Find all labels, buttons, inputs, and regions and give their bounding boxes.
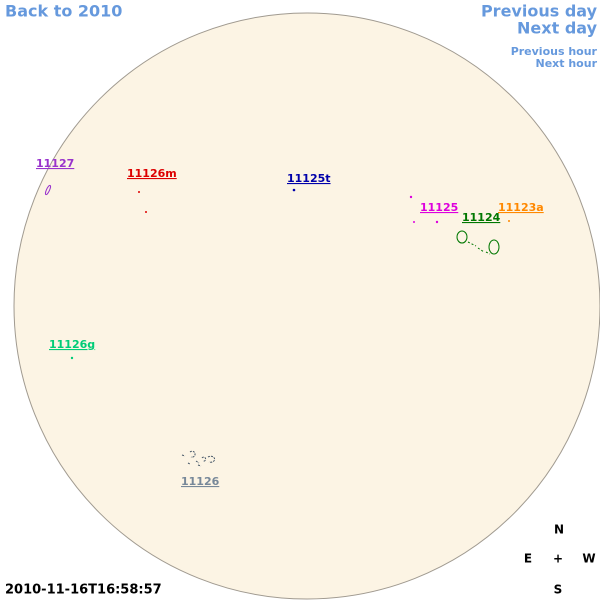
region-label[interactable]: 11126m bbox=[127, 167, 177, 180]
compass-east: E bbox=[524, 552, 532, 566]
spot bbox=[435, 220, 439, 224]
region-label[interactable]: 11124 bbox=[462, 211, 501, 224]
spot bbox=[138, 191, 140, 193]
spot bbox=[292, 188, 296, 192]
compass-west: W bbox=[582, 552, 595, 566]
spot bbox=[44, 184, 52, 196]
spot bbox=[508, 220, 510, 222]
spot bbox=[145, 211, 147, 213]
compass-center: + bbox=[553, 552, 563, 566]
region-label[interactable]: 11125t bbox=[287, 172, 331, 185]
previous-hour-link[interactable]: Previous hour bbox=[511, 45, 598, 58]
next-day-link[interactable]: Next day bbox=[517, 19, 598, 38]
next-hour-link[interactable]: Next hour bbox=[536, 57, 598, 70]
compass-south: S bbox=[554, 583, 563, 597]
region-label[interactable]: 11126g bbox=[49, 338, 95, 351]
spot bbox=[70, 356, 74, 360]
timestamp: 2010-11-16T16:58:57 bbox=[5, 583, 162, 598]
spot bbox=[181, 450, 216, 467]
solar-disk bbox=[13, 12, 600, 600]
spot bbox=[488, 239, 500, 255]
region-label[interactable]: 11125 bbox=[420, 201, 458, 214]
region-label[interactable]: 11127 bbox=[36, 157, 74, 170]
compass-north: N bbox=[554, 523, 564, 537]
back-link[interactable]: Back to 2010 bbox=[5, 2, 122, 21]
spots bbox=[44, 184, 510, 467]
spot bbox=[409, 195, 413, 199]
spot bbox=[467, 241, 491, 255]
region-label[interactable]: 11126 bbox=[181, 475, 220, 488]
region-label[interactable]: 11123a bbox=[498, 201, 544, 214]
spot bbox=[413, 221, 415, 223]
previous-day-link[interactable]: Previous day bbox=[481, 2, 598, 21]
spot bbox=[456, 230, 468, 244]
